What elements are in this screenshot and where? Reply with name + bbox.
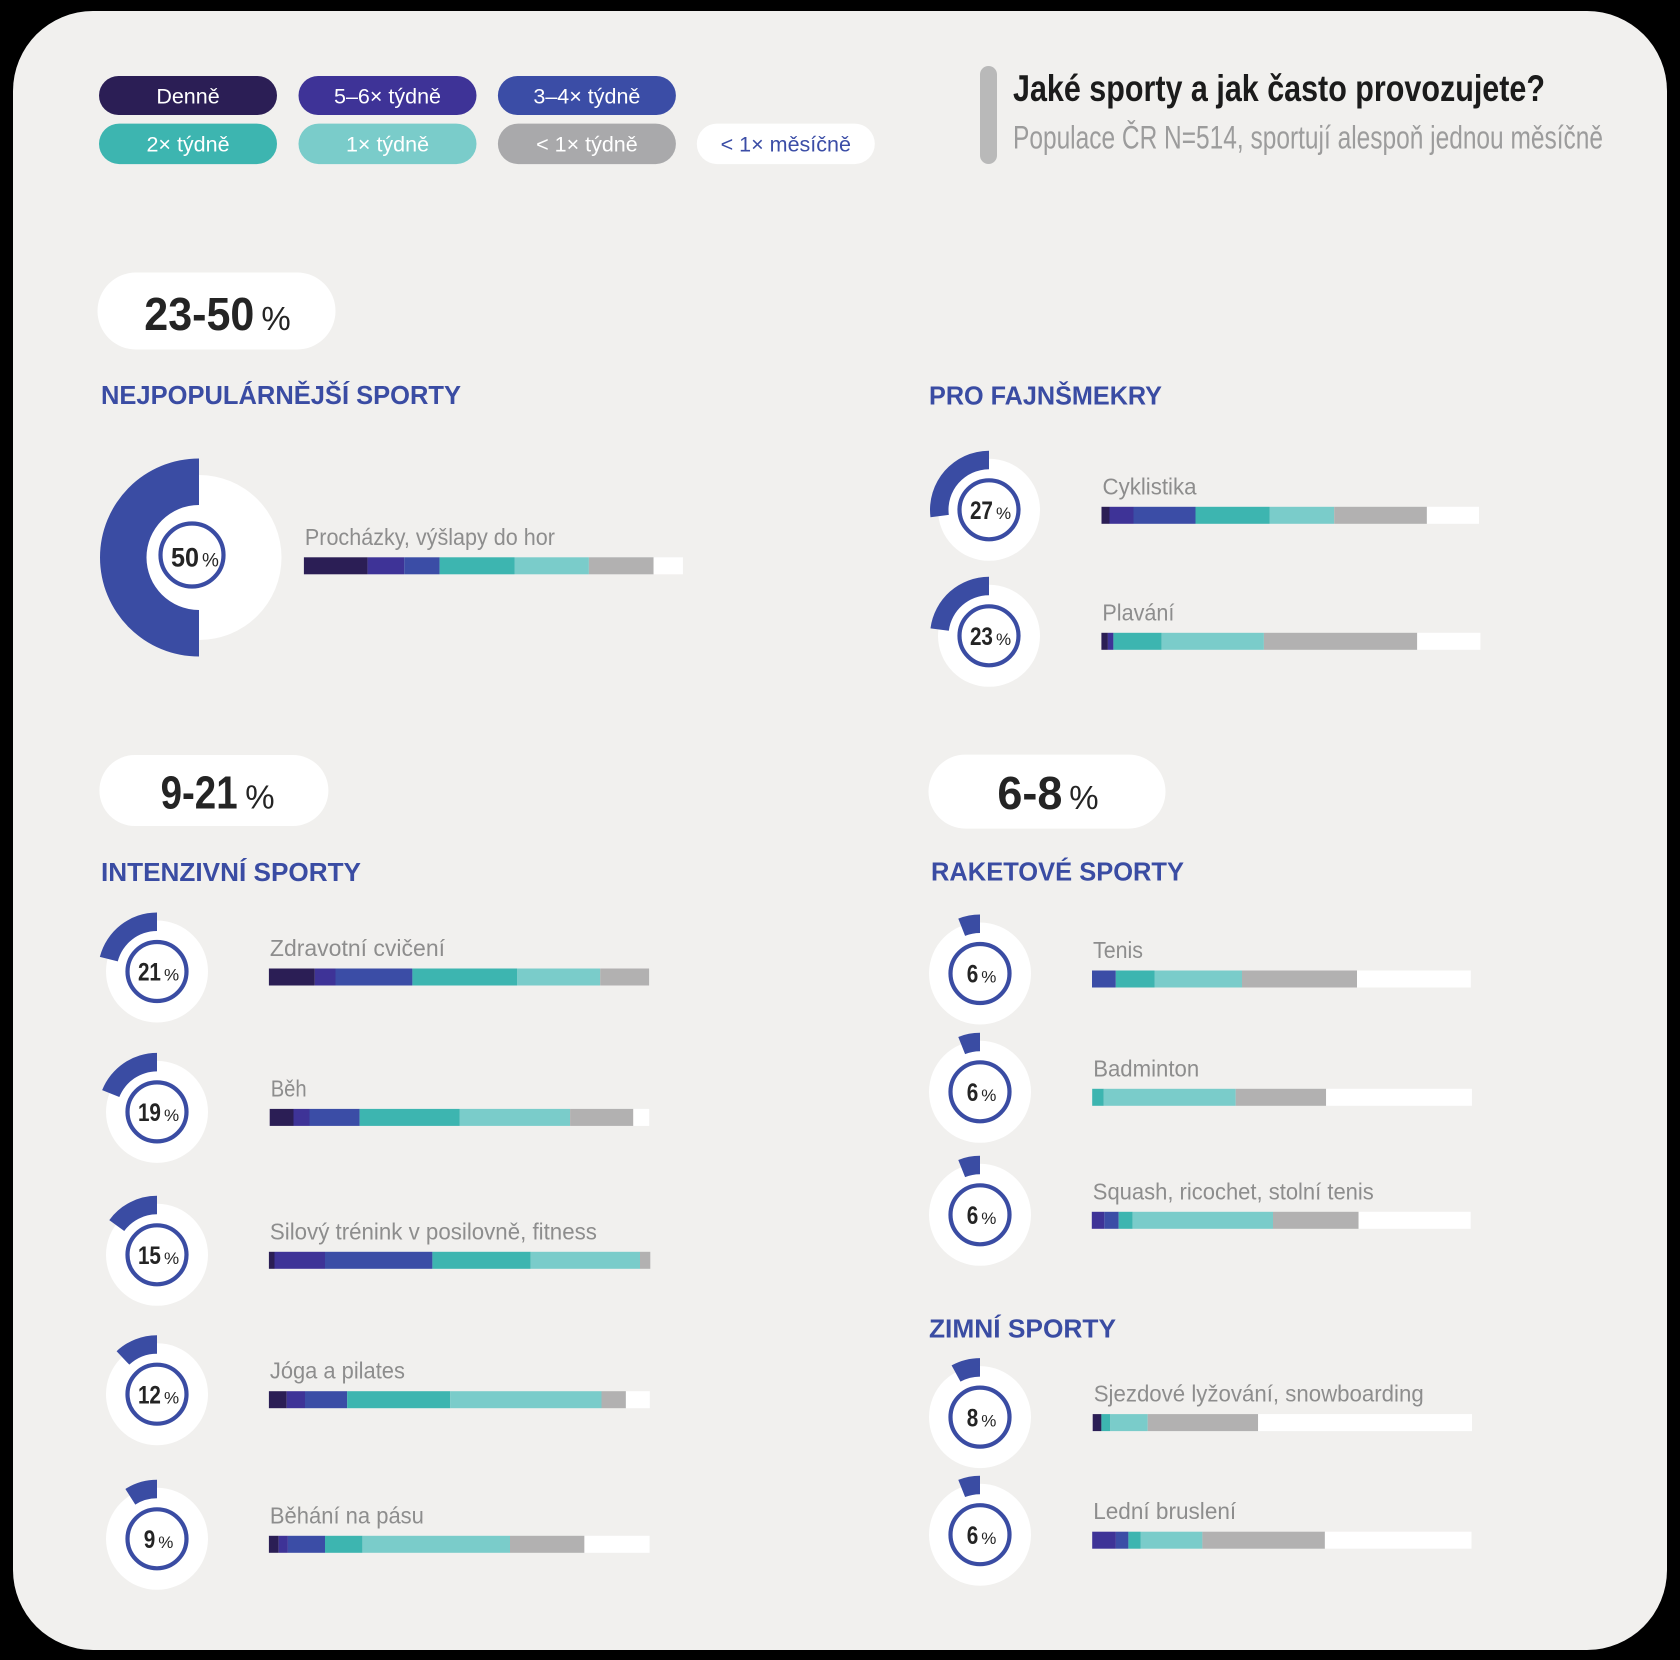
svg-text:1× týdně: 1× týdně bbox=[346, 133, 429, 157]
svg-text:Procházky, výšlapy do hor: Procházky, výšlapy do hor bbox=[305, 524, 555, 550]
svg-text:%: % bbox=[261, 300, 290, 337]
svg-text:Jaké sporty a jak často provoz: Jaké sporty a jak často provozujete? bbox=[1013, 68, 1545, 109]
svg-text:6%: 6% bbox=[967, 961, 997, 989]
svg-text:NEJPOPULÁRNĚJŠÍ SPORTY: NEJPOPULÁRNĚJŠÍ SPORTY bbox=[101, 380, 461, 410]
svg-text:Lední bruslení: Lední bruslení bbox=[1093, 1498, 1237, 1524]
svg-text:Denně: Denně bbox=[156, 84, 219, 108]
svg-text:Cyklistika: Cyklistika bbox=[1103, 473, 1197, 499]
svg-text:%: % bbox=[245, 778, 274, 815]
svg-text:Tenis: Tenis bbox=[1093, 937, 1143, 963]
svg-text:6%: 6% bbox=[967, 1202, 997, 1230]
svg-text:50%: 50% bbox=[171, 543, 219, 573]
svg-text:6%: 6% bbox=[967, 1079, 997, 1107]
svg-text:Plavání: Plavání bbox=[1102, 599, 1175, 625]
svg-text:8%: 8% bbox=[967, 1404, 997, 1432]
svg-text:23%: 23% bbox=[970, 623, 1011, 651]
svg-text:19%: 19% bbox=[138, 1099, 179, 1127]
svg-text:Silový trénink v posilovně, fi: Silový trénink v posilovně, fitness bbox=[270, 1218, 597, 1244]
svg-text:ZIMNÍ SPORTY: ZIMNÍ SPORTY bbox=[929, 1315, 1116, 1344]
svg-text:%: % bbox=[1069, 779, 1098, 816]
svg-text:Populace ČR N=514, sportují al: Populace ČR N=514, sportují alespoň jedn… bbox=[1013, 119, 1603, 155]
svg-text:21%: 21% bbox=[138, 959, 179, 987]
svg-text:15%: 15% bbox=[138, 1242, 179, 1270]
svg-text:3–4× týdně: 3–4× týdně bbox=[533, 84, 640, 108]
svg-text:5–6× týdně: 5–6× týdně bbox=[334, 84, 441, 108]
svg-text:INTENZIVNÍ SPORTY: INTENZIVNÍ SPORTY bbox=[101, 858, 361, 887]
svg-text:2× týdně: 2× týdně bbox=[146, 133, 229, 157]
svg-text:Sjezdové lyžování, snowboardin: Sjezdové lyžování, snowboarding bbox=[1094, 1381, 1424, 1407]
svg-text:9-21: 9-21 bbox=[161, 766, 238, 818]
svg-text:Běhání na pásu: Běhání na pásu bbox=[270, 1502, 424, 1528]
svg-text:PRO FAJNŠMEKRY: PRO FAJNŠMEKRY bbox=[929, 381, 1162, 411]
svg-text:Jóga a pilates: Jóga a pilates bbox=[270, 1358, 405, 1384]
svg-text:Zdravotní cvičení: Zdravotní cvičení bbox=[270, 935, 446, 961]
svg-text:RAKETOVÉ SPORTY: RAKETOVÉ SPORTY bbox=[931, 858, 1184, 887]
svg-text:9%: 9% bbox=[144, 1526, 174, 1554]
svg-text:12%: 12% bbox=[138, 1381, 179, 1409]
svg-text:6-8: 6-8 bbox=[997, 767, 1062, 819]
svg-text:< 1× měsíčně: < 1× měsíčně bbox=[721, 133, 851, 157]
svg-text:Squash, ricochet, stolní tenis: Squash, ricochet, stolní tenis bbox=[1093, 1178, 1374, 1204]
svg-text:< 1× týdně: < 1× týdně bbox=[536, 133, 638, 157]
svg-text:23-50: 23-50 bbox=[144, 288, 254, 340]
svg-text:27%: 27% bbox=[970, 497, 1011, 525]
svg-text:Běh: Běh bbox=[271, 1075, 307, 1101]
svg-text:6%: 6% bbox=[967, 1522, 997, 1550]
svg-text:Badminton: Badminton bbox=[1093, 1055, 1199, 1081]
